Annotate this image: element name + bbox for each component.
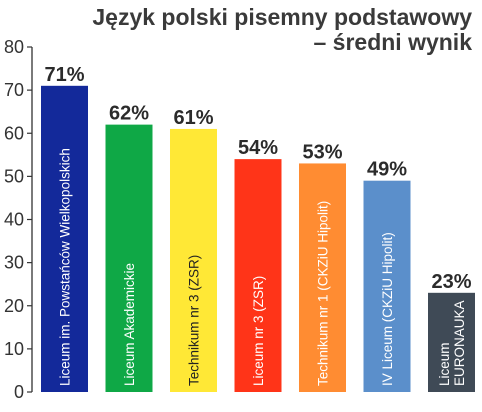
bar-category-label: EURONAUKA: [452, 300, 467, 386]
y-tick-label: 30: [4, 253, 24, 273]
bar-category-label: IV Liceum (CKZiU Hipolit): [380, 232, 395, 386]
y-tick-label: 20: [4, 296, 24, 316]
y-tick-label: 0: [14, 382, 24, 402]
bar-value-label: 49%: [367, 159, 407, 181]
bar-value-label: 53%: [302, 141, 342, 163]
bar-category-label: Liceum Akademickie: [122, 263, 137, 386]
y-tick-label: 40: [4, 210, 24, 230]
bar-category-label: Technikum nr 1 (CKZiU Hipolit): [316, 201, 331, 386]
bar-value-label: 54%: [238, 137, 278, 159]
bar: [299, 163, 346, 392]
y-axis: 0 10 20 30 40 50 60 70 80: [4, 37, 33, 402]
y-tick-label: 50: [4, 166, 24, 186]
bar-value-label: 23%: [431, 271, 471, 293]
bar-category-label: Liceum im. Powstańców Wielkopolskich: [58, 148, 73, 386]
y-tick-label: 80: [4, 37, 24, 57]
bar: [170, 128, 217, 392]
bars: 71% Liceum im. Powstańców Wielkopolskich 6…: [41, 64, 475, 392]
bar: [234, 159, 282, 392]
bar: [41, 85, 88, 392]
bar: [428, 292, 475, 392]
y-tick-label: 10: [4, 339, 24, 359]
bar: [105, 124, 153, 392]
chart-title: Język polski pisemny podstawowy– średni …: [92, 4, 472, 55]
chart-title-line: – średni wynik: [313, 29, 472, 55]
chart-title-line: Język polski pisemny podstawowy: [92, 4, 472, 30]
bar-category-label: Liceum: [437, 342, 452, 386]
bar: [363, 180, 411, 392]
bar-value-label: 61%: [173, 107, 213, 129]
bar-value-label: 71%: [44, 64, 84, 86]
bar-category-label: Technikum nr 3 (ZSR): [187, 255, 202, 386]
bar-value-label: 62%: [109, 103, 149, 125]
y-tick-label: 70: [4, 80, 24, 100]
y-tick-label: 60: [4, 123, 24, 143]
bar-category-label: Liceum nr 3 (ZSR): [251, 276, 266, 386]
